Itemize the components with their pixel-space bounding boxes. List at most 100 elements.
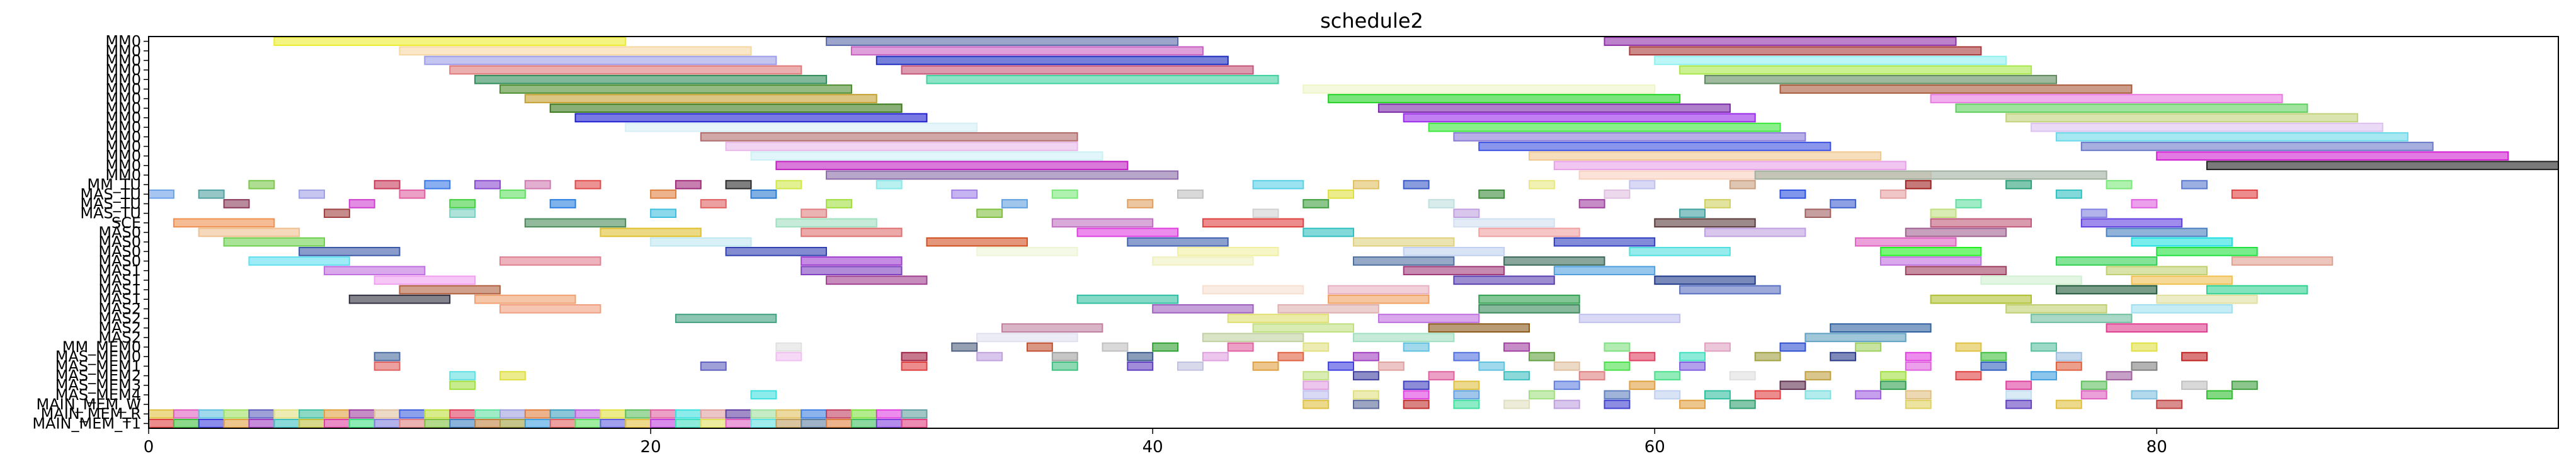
task-bar [650,237,752,247]
task-bar [574,409,601,419]
task-bar [1001,323,1103,333]
task-bar [373,275,476,285]
task-bar [198,227,300,237]
task-bar [2131,342,2158,352]
task-bar [1076,227,1178,237]
task-bar [1453,390,1480,400]
y-tick-label: MAIN_MEM_T1 [32,414,141,432]
task-bar [148,189,174,199]
task-bar [299,409,326,419]
task-bar [2231,256,2334,266]
task-bar [826,170,1179,180]
task-bar [1704,74,2057,84]
task-bar [399,189,426,199]
task-bar [2031,342,2058,352]
task-bar [474,180,501,190]
task-bar [2055,285,2158,295]
task-bar [1679,399,1706,409]
task-bar [1779,84,2133,94]
task-bar [1980,351,2007,362]
task-bar [1127,199,1154,208]
task-bar [625,409,652,419]
task-bar [373,180,401,190]
task-bar [1353,180,1379,190]
task-bar [1403,380,1430,390]
y-tick-label: MM0 [105,52,141,69]
bars-group [148,37,2559,428]
task-bar [324,208,350,218]
task-bar [1302,390,1330,400]
task-bar [1353,237,1455,247]
task-bar [499,371,526,380]
task-bar [1328,362,1355,371]
task-bar [675,314,777,323]
task-bar [198,189,225,199]
task-bar [524,409,551,419]
task-bar [198,419,225,428]
task-bar [1202,351,1229,362]
y-tick-label: MAS2 [98,329,141,346]
task-bar [1604,399,1631,409]
task-bar [1529,151,1881,161]
task-bar [1403,390,1430,400]
task-bar [373,351,401,362]
task-bar [1905,399,1932,409]
task-bar [775,218,877,228]
task-bar [399,409,426,419]
task-bar [273,419,300,428]
task-bar [1879,380,1906,390]
task-bar [1102,342,1129,352]
y-tick-label: MM0 [105,42,141,60]
task-bar [1578,314,1681,323]
task-bar [1353,256,1455,266]
task-bar [1478,227,1580,237]
task-bar [1428,122,1781,132]
task-bar [1704,227,1806,237]
task-bar [1127,351,1154,362]
x-tick-label: 60 [1644,438,1665,457]
task-bar [524,94,877,103]
task-bar [1478,304,1580,314]
task-bar [1879,189,1906,199]
task-bar [223,409,250,419]
task-bar [1905,227,2007,237]
task-bar [1955,371,1982,380]
task-bar [1051,218,1154,228]
task-bar [1177,247,1279,256]
task-bar [474,419,501,428]
task-bar [474,74,828,84]
task-bar [850,46,1204,56]
task-bar [2106,266,2208,275]
task-bar [1529,180,1555,190]
task-bar [1879,371,1906,380]
task-bar [801,208,828,218]
task-bar [801,409,828,419]
task-bar [2106,227,2208,237]
task-bar [1930,94,2283,103]
task-bar [1629,247,1731,256]
y-tick-label: MAS0 [98,224,141,241]
task-bar [549,199,576,208]
y-tick-label: MM_TU [87,176,141,193]
task-bar [2005,380,2032,390]
task-bar [1905,266,2007,275]
task-bar [1604,342,1631,352]
task-bar [1578,199,1605,208]
task-bar [951,189,978,199]
y-tick-label: MAS2 [98,310,141,328]
task-bar [2156,294,2258,304]
task-bar [348,409,375,419]
task-bar [348,294,451,304]
task-bar [826,199,852,208]
task-bar [1729,399,1756,409]
y-tick-label: MM_MEM0 [62,338,141,356]
task-bar [1804,371,1832,380]
task-bar [725,180,752,190]
task-bar [801,227,903,237]
y-tick-label: MAS_MEM3 [55,377,141,394]
task-bar [650,208,676,218]
task-bar [2206,390,2233,400]
task-bar [625,419,652,428]
task-bar [2031,122,2384,132]
